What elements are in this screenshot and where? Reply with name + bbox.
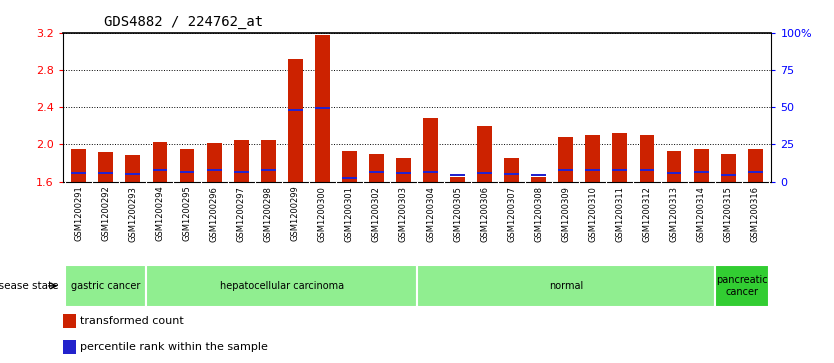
Bar	[125, 174, 140, 175]
Bar	[417, 265, 715, 307]
Bar	[98, 172, 113, 174]
Bar	[207, 143, 222, 182]
Bar	[721, 174, 736, 176]
Bar	[369, 171, 384, 173]
Bar	[477, 126, 492, 182]
Text: GSM1200302: GSM1200302	[372, 186, 381, 241]
Bar	[559, 169, 573, 171]
Bar	[612, 133, 627, 182]
Text: GSM1200306: GSM1200306	[480, 186, 490, 242]
Bar	[423, 171, 438, 173]
Text: GSM1200308: GSM1200308	[535, 186, 543, 242]
Bar	[748, 149, 762, 182]
Text: GSM1200312: GSM1200312	[642, 186, 651, 241]
Text: GSM1200315: GSM1200315	[724, 186, 732, 241]
Text: GSM1200313: GSM1200313	[670, 186, 679, 242]
Text: GSM1200304: GSM1200304	[426, 186, 435, 241]
Bar	[98, 152, 113, 182]
Bar	[505, 173, 519, 175]
Bar	[342, 177, 357, 179]
Bar	[640, 169, 655, 171]
Bar	[450, 174, 465, 176]
Text: GSM1200295: GSM1200295	[183, 186, 192, 241]
Text: GSM1200300: GSM1200300	[318, 186, 327, 241]
Bar	[721, 154, 736, 182]
Bar	[207, 169, 222, 171]
Text: pancreatic
cancer: pancreatic cancer	[716, 275, 767, 297]
Text: GSM1200303: GSM1200303	[399, 186, 408, 242]
Bar	[559, 137, 573, 182]
Bar	[612, 169, 627, 171]
Bar	[505, 158, 519, 182]
Text: gastric cancer: gastric cancer	[71, 281, 141, 291]
Bar	[63, 340, 76, 354]
Text: transformed count: transformed count	[79, 316, 183, 326]
Text: GSM1200301: GSM1200301	[344, 186, 354, 241]
Bar	[234, 140, 249, 182]
Bar	[72, 149, 86, 182]
Text: disease state: disease state	[0, 281, 58, 291]
Bar	[396, 172, 411, 174]
Bar	[153, 169, 168, 171]
Bar	[423, 118, 438, 182]
Text: GSM1200314: GSM1200314	[696, 186, 706, 241]
Text: GSM1200309: GSM1200309	[561, 186, 570, 241]
Text: GSM1200299: GSM1200299	[291, 186, 299, 241]
Bar	[715, 265, 769, 307]
Bar	[748, 171, 762, 173]
Bar	[72, 172, 86, 174]
Text: GSM1200294: GSM1200294	[155, 186, 164, 241]
Bar	[63, 314, 76, 328]
Bar	[315, 107, 329, 109]
Bar	[342, 151, 357, 182]
Bar	[666, 172, 681, 174]
Bar	[288, 109, 303, 111]
Bar	[261, 169, 275, 171]
Bar	[65, 265, 147, 307]
Text: GSM1200305: GSM1200305	[453, 186, 462, 241]
Bar	[234, 171, 249, 173]
Bar	[450, 177, 465, 182]
Bar	[179, 149, 194, 182]
Bar	[531, 174, 546, 176]
Bar	[585, 169, 600, 171]
Bar	[261, 140, 275, 182]
Text: GSM1200316: GSM1200316	[751, 186, 760, 242]
Bar	[179, 171, 194, 173]
Bar	[369, 154, 384, 182]
Text: GDS4882 / 224762_at: GDS4882 / 224762_at	[104, 15, 264, 29]
Text: GSM1200298: GSM1200298	[264, 186, 273, 241]
Bar	[125, 155, 140, 182]
Text: hepatocellular carcinoma: hepatocellular carcinoma	[219, 281, 344, 291]
Text: percentile rank within the sample: percentile rank within the sample	[79, 342, 268, 352]
Bar	[477, 172, 492, 174]
Text: GSM1200296: GSM1200296	[209, 186, 219, 241]
Bar	[531, 177, 546, 182]
Bar	[666, 151, 681, 182]
Bar	[315, 34, 329, 182]
Bar	[288, 59, 303, 182]
Text: GSM1200297: GSM1200297	[237, 186, 246, 241]
Text: GSM1200291: GSM1200291	[74, 186, 83, 241]
Text: GSM1200310: GSM1200310	[588, 186, 597, 241]
Bar	[694, 149, 709, 182]
Bar	[153, 142, 168, 182]
Bar	[640, 135, 655, 182]
Text: GSM1200293: GSM1200293	[128, 186, 138, 241]
Bar	[396, 158, 411, 182]
Text: normal: normal	[549, 281, 583, 291]
Text: GSM1200307: GSM1200307	[507, 186, 516, 242]
Bar	[585, 135, 600, 182]
Bar	[147, 265, 417, 307]
Text: GSM1200292: GSM1200292	[102, 186, 110, 241]
Text: GSM1200311: GSM1200311	[615, 186, 625, 241]
Bar	[694, 171, 709, 173]
